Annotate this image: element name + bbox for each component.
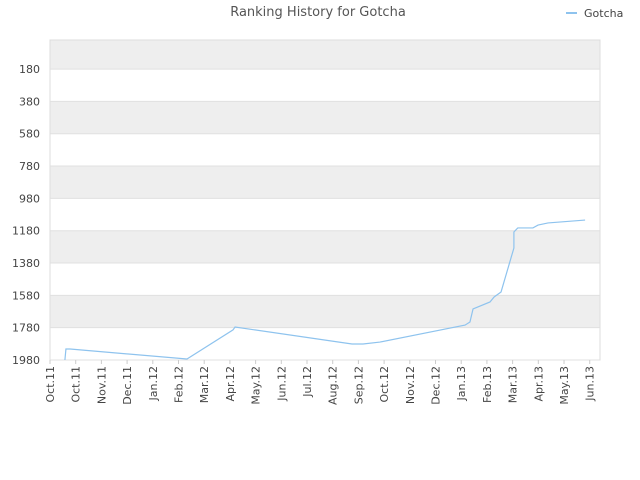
y-tick-label: 380: [19, 95, 40, 108]
y-tick-label: 780: [19, 160, 40, 173]
x-tick-label: Jun.12: [275, 366, 288, 402]
y-tick-label: 1180: [12, 225, 40, 238]
x-tick-label: Dec.11: [121, 366, 134, 405]
y-tick-label: 1780: [12, 322, 40, 335]
x-tick-label: Oct.11: [70, 366, 83, 403]
y-tick-label: 1380: [12, 257, 40, 270]
x-tick-label: Mar.12: [198, 366, 211, 403]
grid-band: [50, 101, 600, 134]
y-tick-label: 980: [19, 192, 40, 205]
x-tick-label: Sep.12: [352, 366, 365, 404]
x-tick-label: Apr.13: [532, 366, 545, 402]
grid-band: [50, 295, 600, 328]
line-series: [64, 219, 586, 361]
x-tick-label: Jul.12: [301, 366, 314, 398]
legend-label: Gotcha: [584, 7, 623, 20]
grid-band: [50, 69, 600, 102]
x-tick-label: Nov.12: [404, 366, 417, 404]
y-tick-label: 180: [19, 63, 40, 76]
y-tick-label: 1980: [12, 354, 40, 367]
x-tick-label: Feb.12: [173, 366, 186, 403]
x-tick-label: Jan.12: [147, 366, 160, 401]
x-tick-label: Jun.13: [584, 366, 597, 402]
x-tick-label: Feb.13: [481, 366, 494, 403]
y-tick-label: 580: [19, 128, 40, 141]
grid-band: [50, 133, 600, 167]
x-tick-label: Dec.12: [430, 366, 443, 405]
x-tick-label: Oct.12: [378, 366, 391, 403]
x-tick-label: May.12: [250, 366, 263, 405]
x-tick-label: Nov.11: [95, 366, 108, 404]
x-tick-label: May.13: [558, 366, 571, 405]
grid-band: [50, 40, 600, 70]
grid-band: [50, 263, 600, 296]
x-tick-label: Aug.12: [327, 366, 340, 405]
chart-title: Ranking History for Gotcha: [230, 5, 406, 20]
x-tick-label: Apr.12: [224, 366, 237, 402]
x-tick-label: Mar.13: [507, 366, 520, 403]
x-tick-label: Oct.11: [44, 366, 57, 403]
grid-band: [50, 230, 600, 264]
grid-band: [50, 327, 600, 360]
x-tick-label: Jan.13: [455, 366, 468, 401]
grid-band: [50, 166, 600, 199]
grid-band: [50, 198, 600, 231]
y-tick-label: 1580: [12, 289, 40, 302]
